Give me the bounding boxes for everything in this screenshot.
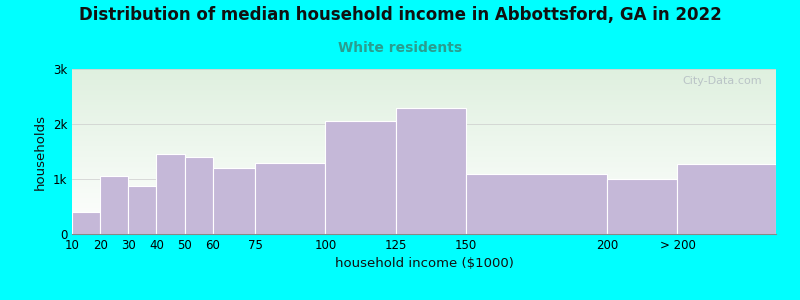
Bar [185, 157, 213, 234]
Bar [396, 107, 466, 234]
Bar [128, 186, 157, 234]
Text: Distribution of median household income in Abbottsford, GA in 2022: Distribution of median household income … [78, 6, 722, 24]
Text: City-Data.com: City-Data.com [682, 76, 762, 85]
Bar [213, 168, 255, 234]
Bar [255, 163, 326, 234]
Bar [157, 154, 185, 234]
Bar [100, 176, 128, 234]
Bar [466, 173, 607, 234]
Bar [678, 164, 776, 234]
Text: White residents: White residents [338, 40, 462, 55]
X-axis label: household income ($1000): household income ($1000) [334, 257, 514, 270]
Bar [326, 121, 396, 234]
Bar [607, 179, 678, 234]
Bar [72, 212, 100, 234]
Y-axis label: households: households [34, 113, 47, 190]
